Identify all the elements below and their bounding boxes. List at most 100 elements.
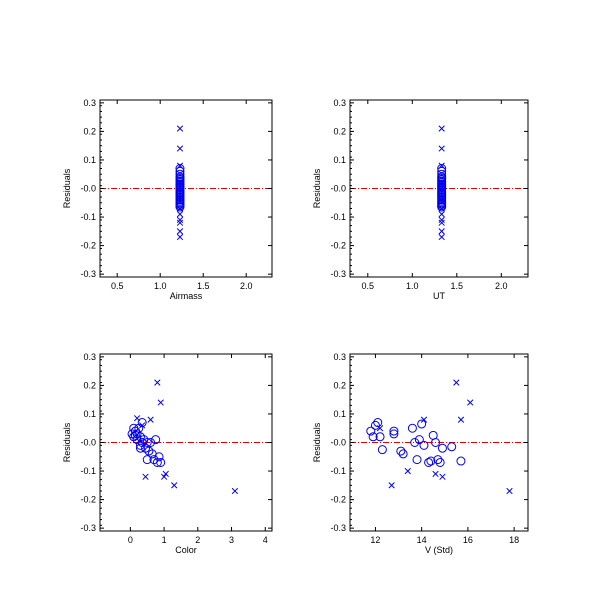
x-tick-label: 0.5 xyxy=(111,281,124,291)
data-point-cross xyxy=(176,228,184,235)
data-point-cross xyxy=(157,399,164,406)
data-point-circle xyxy=(412,455,422,465)
data-point-cross xyxy=(147,416,154,423)
data-point-cross xyxy=(139,422,146,429)
data-point-cross xyxy=(142,473,149,480)
data-point-cross xyxy=(438,228,445,235)
data-point-cross xyxy=(438,219,445,226)
data-point-cross xyxy=(176,145,184,152)
data-point-cross xyxy=(420,416,428,423)
y-tick-label: -0.3 xyxy=(80,523,96,533)
data-point-circle xyxy=(426,456,436,466)
data-point-cross xyxy=(176,125,184,132)
data-point-circle xyxy=(419,440,429,450)
data-point-circle xyxy=(437,443,447,453)
y-axis-label: Residuals xyxy=(312,422,322,462)
x-tick-label: 18 xyxy=(509,535,519,545)
data-point-circle xyxy=(175,202,185,212)
data-point-cross xyxy=(438,179,445,186)
y-tick-label: 0.2 xyxy=(83,380,96,390)
data-point-cross xyxy=(176,211,184,218)
data-point-circle xyxy=(424,457,434,467)
x-tick-label: 2.0 xyxy=(495,281,508,291)
x-axis-label: UT xyxy=(433,291,445,301)
y-tick-label: -0.0 xyxy=(80,438,96,448)
data-point-circle xyxy=(447,442,457,452)
data-point-circle xyxy=(375,432,385,442)
y-tick-label: 0.2 xyxy=(83,126,96,136)
y-tick-label: 0.2 xyxy=(333,126,346,136)
data-point-circle xyxy=(437,164,447,174)
data-point-cross xyxy=(438,211,445,218)
data-point-circle xyxy=(175,164,185,174)
data-point-circle xyxy=(398,449,408,459)
data-point-cross xyxy=(432,470,439,478)
x-tick-label: 0 xyxy=(128,535,133,545)
data-point-circle xyxy=(144,446,154,456)
data-point-circle xyxy=(175,169,185,179)
chart-panel-4: -0.3 -0.2 -0.1 -0.0 0.1 0.2 0.3 12 14 16 18 V (Std)… xyxy=(312,352,529,555)
data-point-circle xyxy=(417,419,427,429)
data-point-circle xyxy=(389,429,399,439)
x-tick-label: 2 xyxy=(195,535,200,545)
data-point-circle xyxy=(142,455,152,465)
data-point-circle xyxy=(396,446,406,456)
x-tick-label: 1.0 xyxy=(154,281,167,291)
data-point-circle xyxy=(151,435,161,445)
data-point-cross xyxy=(404,467,411,475)
x-tick-label: 4 xyxy=(263,535,268,545)
x-tick-label: 1 xyxy=(162,535,167,545)
data-point-circle xyxy=(377,445,387,455)
data-point-circle xyxy=(130,430,140,440)
data-point-cross xyxy=(457,416,465,423)
x-tick-label: 16 xyxy=(463,535,473,545)
y-tick-label: -0.0 xyxy=(330,438,346,448)
y-tick-label: -0.2 xyxy=(330,495,346,505)
y-axis-label: Residuals xyxy=(62,168,72,208)
x-axis-label: V (Std) xyxy=(425,545,453,555)
x-tick-label: 1.5 xyxy=(451,281,464,291)
data-point-cross xyxy=(176,179,184,186)
data-point-cross xyxy=(171,482,178,489)
data-point-cross xyxy=(438,216,445,224)
data-point-cross xyxy=(231,487,239,495)
data-point-circle xyxy=(414,435,424,445)
data-point-cross xyxy=(160,473,168,480)
data-point-circle xyxy=(456,456,466,466)
data-point-circle xyxy=(154,452,164,462)
chart-panel-3: -0.3 -0.2 -0.1 -0.0 0.1 0.2 0.3 0 1 2 3 4 Color Resid… xyxy=(62,352,273,555)
x-tick-label: 12 xyxy=(370,535,380,545)
y-tick-label: -0.2 xyxy=(80,495,96,505)
data-point-cross xyxy=(438,233,445,241)
data-point-circle xyxy=(156,457,166,467)
data-point-circle xyxy=(370,420,380,430)
x-tick-label: 3 xyxy=(229,535,234,545)
y-tick-label: 0.3 xyxy=(83,352,96,362)
data-point-cross xyxy=(506,487,513,495)
data-point-cross xyxy=(176,216,184,224)
data-point-cross xyxy=(162,470,169,478)
y-tick-label: -0.2 xyxy=(330,241,346,251)
data-point-circle xyxy=(437,166,447,176)
y-tick-label: 0.1 xyxy=(333,409,346,419)
x-axis-label: Airmass xyxy=(170,291,203,301)
data-point-circle xyxy=(433,455,443,465)
data-point-cross xyxy=(176,219,184,226)
y-tick-label: -0.3 xyxy=(330,269,346,279)
data-point-circle xyxy=(135,432,145,442)
x-tick-label: 0.5 xyxy=(362,281,375,291)
x-axis-label: Color xyxy=(175,545,197,555)
y-tick-label: 0.2 xyxy=(333,380,346,390)
data-point-circle xyxy=(437,169,447,179)
data-point-cross xyxy=(467,399,474,406)
data-point-circle xyxy=(366,426,376,436)
data-point-cross xyxy=(438,125,445,132)
y-tick-label: -0.1 xyxy=(330,466,346,476)
y-tick-label: -0.1 xyxy=(330,212,346,222)
data-point-cross xyxy=(453,379,460,386)
data-point-cross xyxy=(133,415,141,422)
data-point-cross xyxy=(176,205,184,212)
chart-panel-2: -0.3 -0.2 -0.1 -0.0 0.1 0.2 0.3 0.5 1.0 1.5 2.0 UT R… xyxy=(312,98,529,301)
y-tick-label: 0.1 xyxy=(83,155,96,165)
data-point-cross xyxy=(154,379,161,386)
